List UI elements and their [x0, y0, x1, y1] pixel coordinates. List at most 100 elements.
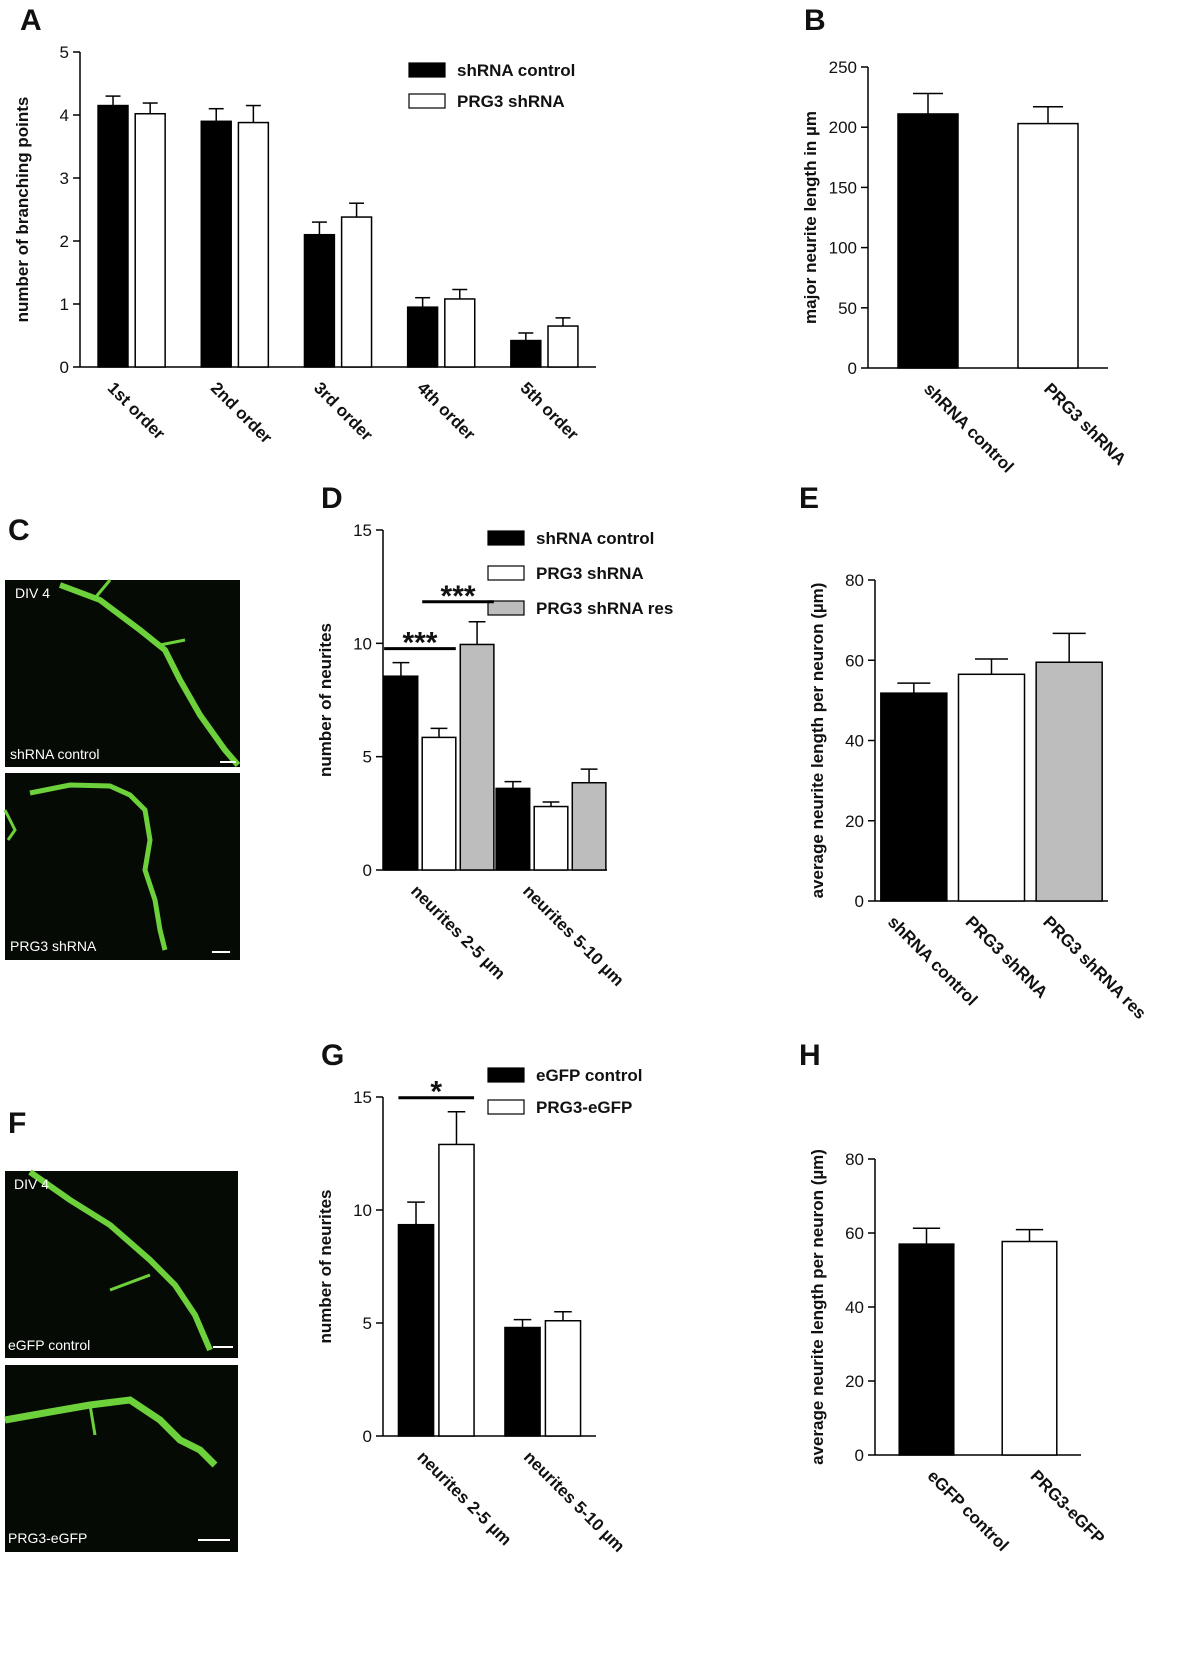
- y-tick-label: 2: [60, 232, 69, 251]
- panel-label: C: [8, 514, 30, 547]
- y-tick-label: 5: [60, 43, 69, 62]
- legend-swatch: [487, 530, 525, 546]
- x-tick-label: PRG3-eGFP: [1027, 1466, 1109, 1548]
- legend-swatch: [408, 62, 446, 78]
- y-tick-label: 10: [353, 634, 372, 653]
- neurite: [109, 1273, 151, 1292]
- y-tick-label: 0: [855, 892, 864, 911]
- neurite: [88, 1404, 97, 1436]
- significance-label: ***: [402, 627, 437, 660]
- panel-label: F: [8, 1107, 26, 1140]
- bar: [957, 673, 1026, 902]
- y-tick-label: 60: [845, 1224, 864, 1243]
- y-tick-label: 80: [845, 571, 864, 590]
- neurite: [4, 1396, 218, 1468]
- neurite: [93, 579, 112, 599]
- legend-label: PRG3-eGFP: [536, 1098, 632, 1117]
- x-tick-label: 2nd order: [207, 378, 276, 447]
- legend-label: eGFP control: [536, 1066, 642, 1085]
- panel-label: D: [321, 482, 343, 515]
- significance-label: ***: [441, 580, 476, 613]
- bar: [898, 1243, 955, 1456]
- x-tick-label: neurites 2-5 µm: [407, 881, 509, 983]
- bar: [134, 112, 166, 368]
- legend-swatch: [487, 600, 525, 616]
- y-tick-label: 15: [353, 1088, 372, 1107]
- bar: [444, 298, 476, 368]
- bar: [1001, 1240, 1058, 1456]
- x-tick-label: 5th order: [517, 378, 583, 444]
- x-tick-label: PRG3 shRNA res: [1039, 912, 1150, 1023]
- y-tick-label: 20: [845, 812, 864, 831]
- x-tick-label: PRG3 shRNA: [962, 912, 1052, 1002]
- bar: [438, 1143, 475, 1437]
- y-axis-label: major neurite length in µm: [801, 111, 820, 324]
- x-tick-label: PRG3 shRNA: [1040, 379, 1130, 469]
- micrograph: [5, 1365, 238, 1552]
- y-tick-label: 80: [845, 1150, 864, 1169]
- bar: [504, 1326, 541, 1437]
- x-tick-label: neurites 5-10 µm: [519, 881, 628, 990]
- panel-label: H: [799, 1039, 821, 1072]
- bar: [459, 643, 495, 871]
- panel-label: A: [20, 4, 42, 37]
- y-tick-label: 50: [838, 299, 857, 318]
- x-tick-label: neurites 2-5 µm: [413, 1447, 515, 1549]
- legend-label: PRG3 shRNA: [457, 92, 565, 111]
- y-tick-label: 10: [353, 1201, 372, 1220]
- bar: [510, 339, 542, 368]
- y-tick-label: 200: [829, 118, 857, 137]
- image-caption: PRG3-eGFP: [8, 1530, 87, 1546]
- bar: [340, 216, 373, 368]
- y-axis-label: number of branching points: [13, 97, 32, 323]
- legend-swatch: [408, 93, 446, 109]
- legend-label: shRNA control: [457, 61, 575, 80]
- panel-label: E: [799, 482, 819, 515]
- significance-label: *: [430, 1076, 442, 1109]
- y-tick-label: 3: [60, 169, 69, 188]
- bar: [533, 805, 569, 871]
- y-tick-label: 15: [353, 521, 372, 540]
- y-tick-label: 40: [845, 732, 864, 751]
- bar: [383, 675, 419, 871]
- y-axis-label: number of neurites: [316, 623, 335, 777]
- image-tag: DIV 4: [15, 585, 50, 601]
- y-tick-label: 100: [829, 239, 857, 258]
- y-axis-label: average neurite length per neuron (µm): [808, 1149, 827, 1465]
- y-tick-label: 0: [363, 1427, 372, 1446]
- bar: [397, 1223, 435, 1437]
- x-tick-label: 4th order: [413, 378, 479, 444]
- y-tick-label: 5: [363, 1314, 372, 1333]
- x-tick-label: eGFP control: [924, 1466, 1013, 1555]
- bar: [547, 325, 579, 368]
- y-axis-label: number of neurites: [316, 1190, 335, 1344]
- image-caption: PRG3 shRNA: [10, 938, 97, 954]
- micrograph: [5, 773, 240, 960]
- y-tick-label: 40: [845, 1298, 864, 1317]
- bar: [1035, 661, 1103, 902]
- y-tick-label: 0: [848, 359, 857, 378]
- bar: [495, 787, 531, 871]
- bar: [97, 104, 129, 368]
- legend-swatch: [487, 1099, 525, 1115]
- legend-label: PRG3 shRNA: [536, 564, 644, 583]
- bar: [544, 1319, 582, 1437]
- y-tick-label: 1: [60, 295, 69, 314]
- image-caption: eGFP control: [8, 1337, 90, 1353]
- legend-swatch: [487, 1067, 525, 1083]
- legend-label: PRG3 shRNA res: [536, 599, 673, 618]
- bar: [571, 781, 607, 871]
- legend-label: shRNA control: [536, 529, 654, 548]
- y-tick-label: 150: [829, 178, 857, 197]
- x-tick-label: 3rd order: [310, 378, 376, 444]
- y-tick-label: 20: [845, 1372, 864, 1391]
- neurite: [3, 809, 17, 841]
- bar: [1017, 122, 1079, 369]
- neurite: [159, 638, 186, 647]
- bar: [406, 306, 439, 368]
- bar: [303, 233, 336, 368]
- y-tick-label: 0: [855, 1446, 864, 1465]
- y-tick-label: 250: [829, 58, 857, 77]
- image-tag: DIV 4: [14, 1176, 49, 1192]
